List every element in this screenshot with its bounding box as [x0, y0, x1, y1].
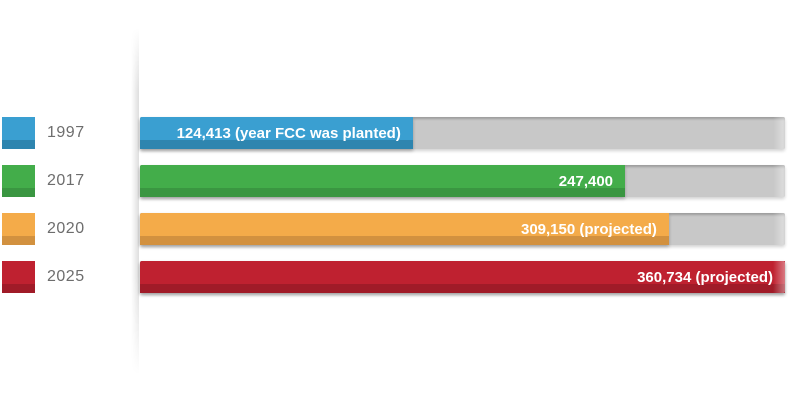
bar-bottom-shade [140, 140, 413, 149]
chart-row-1997: 1997 124,413 (year FCC was planted) [0, 117, 785, 149]
year-label-1997: 1997 [47, 124, 85, 141]
year-label-2020: 2020 [47, 220, 85, 237]
chart-row-2025: 2025 360,734 (projected) [0, 261, 785, 293]
value-bar-2025: 360,734 (projected) [140, 261, 785, 293]
chart-row-2017: 2017 247,400 [0, 165, 785, 197]
legend-swatch-1997 [2, 117, 35, 149]
legend-swatch-shade [2, 236, 35, 245]
chart-area: 1997 124,413 (year FCC was planted) 2017… [0, 117, 785, 309]
axis-shadow-line [131, 28, 139, 382]
bar-track: 360,734 (projected) [140, 261, 785, 293]
bar-value-label-2017: 247,400 [558, 172, 614, 190]
legend-swatch-shade [2, 188, 35, 197]
legend-swatch-2025 [2, 261, 35, 293]
bar-track: 309,150 (projected) [140, 213, 785, 245]
year-label-2025: 2025 [47, 268, 85, 285]
value-bar-1997: 124,413 (year FCC was planted) [140, 117, 413, 149]
bar-value-label-2020: 309,150 (projected) [520, 220, 657, 238]
value-bar-2020: 309,150 (projected) [140, 213, 669, 245]
bar-bottom-shade [140, 236, 669, 245]
year-label-2017: 2017 [47, 172, 85, 189]
chart-row-2020: 2020 309,150 (projected) [0, 213, 785, 245]
value-bar-2017: 247,400 [140, 165, 626, 197]
bar-bottom-shade [140, 188, 626, 197]
bar-value-label-2025: 360,734 (projected) [637, 268, 773, 286]
legend-swatch-shade [2, 140, 35, 149]
bar-track: 124,413 (year FCC was planted) [140, 117, 785, 149]
bar-track: 247,400 [140, 165, 785, 197]
legend-swatch-2017 [2, 165, 35, 197]
legend-swatch-shade [2, 284, 35, 293]
bar-bottom-shade [140, 284, 785, 293]
bar-value-label-1997: 124,413 (year FCC was planted) [176, 124, 401, 142]
legend-swatch-2020 [2, 213, 35, 245]
